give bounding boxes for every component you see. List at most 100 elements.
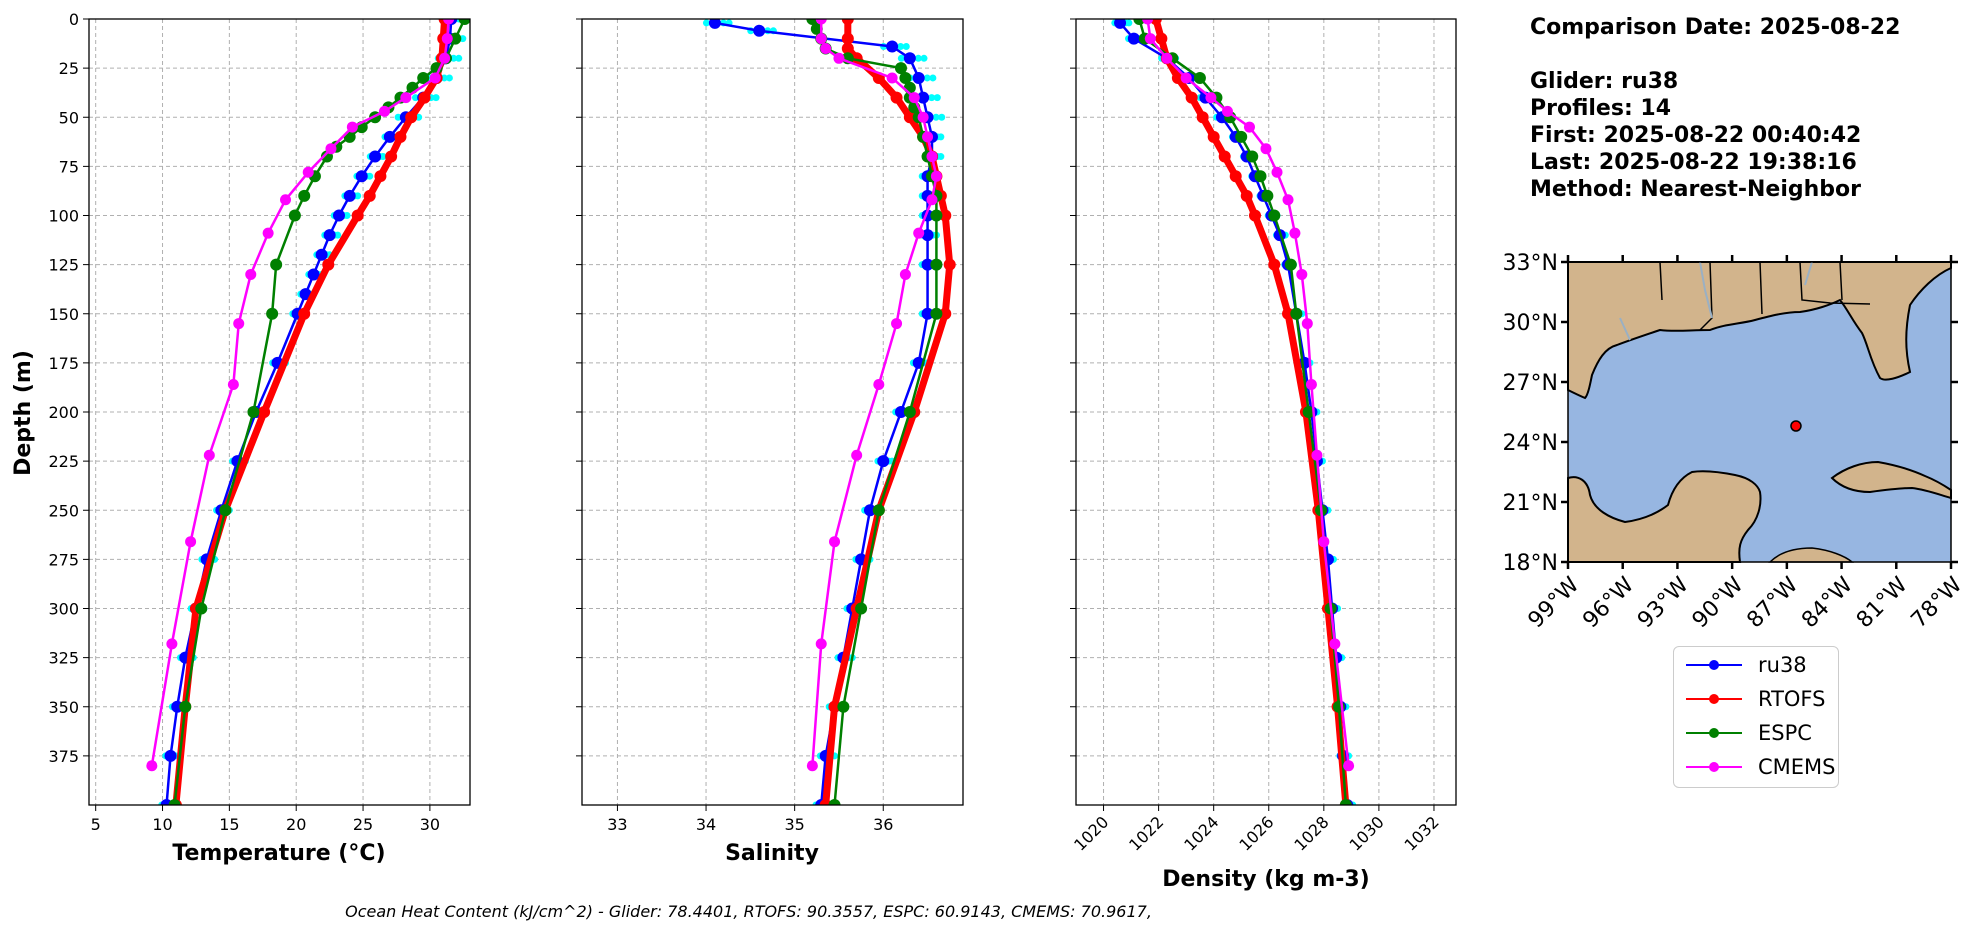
series-point-cmems — [1329, 638, 1341, 650]
series-point-cmems — [829, 536, 841, 548]
plot-area — [1111, 19, 1357, 805]
legend-label-espc: ESPC — [1758, 721, 1812, 745]
plot-area — [146, 19, 470, 805]
y-tick-label: 25 — [59, 59, 79, 78]
glider-profile-point — [1125, 19, 1133, 27]
series-point-ru38 — [894, 406, 907, 418]
series-point-rtofs — [363, 189, 376, 202]
y-tick-label: 75 — [59, 157, 79, 176]
map-lon-label: 84°W — [1797, 572, 1858, 633]
series-point-rtofs — [1218, 150, 1231, 163]
map-lon-label: 87°W — [1742, 572, 1803, 633]
series-point-cmems — [429, 72, 441, 84]
glider-profile-point — [455, 54, 463, 62]
series-point-ru38 — [917, 91, 930, 104]
series-point-espc — [449, 32, 462, 45]
series-point-cmems — [185, 536, 197, 548]
series-point-ru38 — [315, 248, 328, 261]
series-point-cmems — [1221, 105, 1233, 117]
series-point-cmems — [400, 92, 412, 104]
map-lon-label: 90°W — [1688, 572, 1749, 633]
series-point-espc — [1246, 150, 1259, 163]
series-point-ru38 — [912, 71, 925, 84]
series-point-ru38 — [1114, 19, 1127, 29]
map-land-central-america — [1768, 547, 1855, 563]
series-point-rtofs — [374, 170, 387, 183]
map-lat-label: 21°N — [1503, 491, 1558, 516]
series-point-rtofs — [394, 130, 407, 143]
map-lat-label: 30°N — [1503, 311, 1558, 336]
plot-area — [702, 19, 956, 805]
series-point-cmems — [891, 318, 903, 330]
series-point-ru38 — [708, 19, 721, 29]
series-point-ru38 — [355, 170, 368, 183]
series-point-rtofs — [298, 307, 311, 320]
series-point-espc — [930, 307, 943, 320]
series-point-cmems — [146, 760, 158, 772]
map-lon-label: 78°W — [1907, 572, 1968, 633]
series-point-cmems — [1311, 449, 1323, 461]
x-tick-label: 10 — [152, 815, 172, 834]
series-point-cmems — [1205, 92, 1217, 104]
series-point-ru38 — [903, 52, 916, 65]
series-point-ru38 — [332, 209, 345, 222]
series-point-ru38 — [369, 150, 382, 163]
y-tick-label: 250 — [48, 501, 79, 520]
series-point-espc — [288, 209, 301, 222]
series-point-ru38 — [323, 229, 336, 242]
y-tick-label: 350 — [48, 698, 79, 717]
x-tick-label: 33 — [607, 815, 627, 834]
series-point-espc — [298, 189, 311, 202]
glider-profile-point — [897, 43, 905, 51]
y-tick-label: 375 — [48, 747, 79, 766]
series-point-espc — [930, 258, 943, 271]
glider-profile-point — [354, 192, 362, 200]
series-point-cmems — [325, 143, 337, 155]
last-profile-time: Last: 2025-08-22 19:38:16 — [1530, 150, 1857, 175]
series-point-cmems — [833, 52, 845, 64]
series-point-cmems — [1296, 268, 1308, 280]
map-lat-label: 24°N — [1503, 431, 1558, 456]
series-point-cmems — [233, 318, 245, 330]
series-point-rtofs — [841, 32, 854, 45]
y-tick-label: 100 — [48, 207, 79, 226]
x-tick-label: 35 — [784, 815, 804, 834]
map-lon-label: 99°W — [1524, 572, 1585, 633]
series-point-rtofs — [1171, 71, 1184, 84]
map-lon-label: 81°W — [1852, 572, 1913, 633]
first-profile-time: First: 2025-08-22 00:40:42 — [1530, 123, 1862, 148]
x-tick-label: 5 — [91, 815, 101, 834]
series-point-cmems — [899, 268, 911, 280]
comparison-info: Comparison Date: 2025-08-22 Glider: ru38… — [1530, 14, 1900, 203]
series-point-ru38 — [877, 455, 890, 468]
series-point-espc — [1302, 406, 1315, 418]
glider-profile-point — [938, 113, 946, 121]
series-point-espc — [168, 799, 181, 805]
series-point-rtofs — [405, 111, 418, 124]
series-point-espc — [1339, 799, 1352, 805]
series-point-rtofs — [1229, 170, 1242, 183]
x-tick-label: 15 — [219, 815, 239, 834]
series-point-rtofs — [1248, 209, 1261, 222]
series-point-espc — [179, 700, 192, 713]
legend-label-rtofs: RTOFS — [1758, 687, 1826, 711]
glider-profile-point — [450, 54, 458, 62]
series-point-cmems — [913, 227, 925, 239]
series-point-espc — [837, 700, 850, 713]
panel-2: 1020 1022 1024 1026 1028 1030 1032 — [1070, 18, 1457, 855]
y-tick-label: 200 — [48, 403, 79, 422]
map-lat-label: 27°N — [1503, 371, 1558, 396]
spacer — [1530, 41, 1900, 68]
series-point-espc — [417, 71, 430, 84]
series-point-rtofs — [903, 111, 916, 124]
series-point-espc — [855, 602, 868, 615]
footer-text: Ocean Heat Content (kJ/cm^2) - Glider: 7… — [345, 902, 1152, 921]
series-point-cmems — [820, 42, 832, 54]
series-point-espc — [1193, 71, 1206, 84]
y-tick-label: 275 — [48, 550, 79, 569]
series-point-ru38 — [164, 749, 177, 762]
series-point-rtofs — [943, 258, 956, 271]
x-tick-label: 25 — [353, 815, 373, 834]
series-point-rtofs — [939, 209, 952, 222]
